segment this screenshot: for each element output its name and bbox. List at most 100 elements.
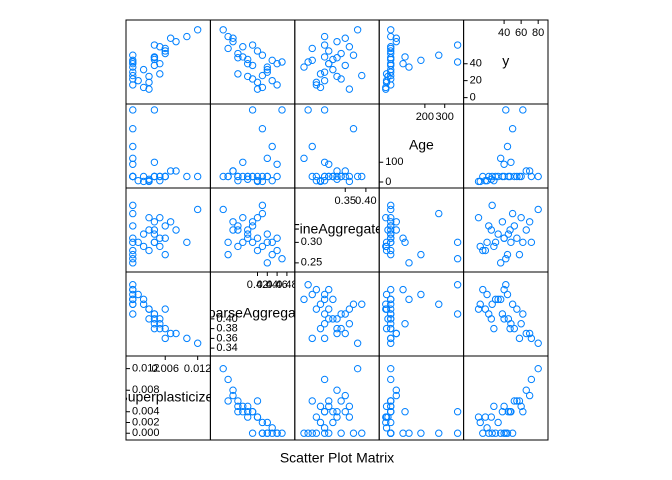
point [479, 172, 487, 181]
point [341, 61, 349, 70]
tick-label: 200 [416, 111, 434, 123]
point [273, 234, 281, 242]
point [498, 218, 507, 226]
point [268, 250, 276, 259]
point [519, 310, 527, 318]
point [239, 158, 247, 166]
panel [300, 281, 366, 347]
point [234, 408, 242, 416]
point [316, 70, 325, 78]
panel-border [463, 187, 549, 273]
tick-label: 0.002 [132, 416, 160, 428]
point [253, 47, 262, 55]
point [382, 424, 391, 432]
point [417, 56, 425, 65]
point [333, 72, 341, 81]
tick-label: 80 [532, 27, 544, 39]
point [387, 71, 395, 80]
point [387, 397, 395, 405]
point [513, 234, 521, 242]
point [476, 300, 484, 308]
point [515, 172, 524, 181]
tick-label: 0.004 [132, 406, 160, 418]
point [258, 177, 267, 186]
point [129, 222, 137, 230]
tick-label: 40 [470, 58, 482, 70]
point [333, 37, 341, 46]
point [490, 324, 498, 333]
point [263, 68, 271, 76]
point [234, 54, 242, 62]
point [244, 402, 252, 411]
point [263, 238, 271, 247]
point [510, 397, 519, 405]
point [417, 290, 425, 299]
point [506, 226, 514, 234]
point [387, 238, 395, 247]
point [258, 209, 267, 218]
tick-label: 0.36 [216, 332, 237, 344]
panel [219, 364, 286, 437]
point [308, 56, 316, 65]
point [491, 295, 500, 304]
panel: y 0 20 40 40 60 80 [463, 20, 544, 104]
point [145, 226, 153, 234]
point [234, 222, 242, 230]
point [401, 238, 409, 247]
point [161, 334, 169, 343]
point [129, 255, 137, 263]
tick-label: 0.012 [132, 363, 160, 375]
point [244, 234, 252, 242]
point [193, 26, 202, 34]
point [515, 334, 524, 343]
point [353, 364, 362, 373]
point [358, 429, 366, 437]
point [229, 226, 237, 234]
panel [129, 281, 202, 347]
point [525, 329, 534, 338]
point [325, 429, 333, 437]
point [150, 172, 159, 181]
point [503, 250, 512, 259]
point [150, 106, 159, 114]
point [312, 429, 321, 437]
point [316, 300, 325, 308]
point [392, 329, 400, 338]
point [172, 329, 180, 338]
point [166, 329, 175, 338]
panel: CoarseAggregate 0.340.360.380.40 0.420.440… [210, 272, 295, 354]
point [500, 234, 508, 242]
panel [382, 201, 462, 267]
point [453, 310, 462, 318]
point [405, 295, 413, 304]
point [474, 213, 483, 222]
point [263, 172, 271, 181]
point [316, 324, 325, 333]
point [263, 230, 271, 238]
point [401, 408, 409, 416]
point [525, 391, 534, 400]
point [150, 218, 159, 226]
point [258, 429, 267, 437]
point [387, 339, 395, 347]
point [161, 250, 169, 259]
point [234, 242, 242, 251]
point [503, 290, 512, 299]
point [387, 44, 395, 53]
point [387, 324, 395, 333]
point [341, 172, 349, 181]
point [325, 397, 333, 405]
point [453, 41, 462, 49]
point [349, 300, 358, 308]
point [387, 218, 395, 226]
point [145, 315, 153, 323]
point [401, 53, 409, 61]
point [387, 213, 395, 222]
point [341, 391, 349, 400]
point [224, 32, 232, 41]
point [502, 106, 510, 114]
point [401, 320, 409, 328]
point [224, 44, 232, 53]
point [481, 413, 490, 421]
point [487, 413, 496, 421]
